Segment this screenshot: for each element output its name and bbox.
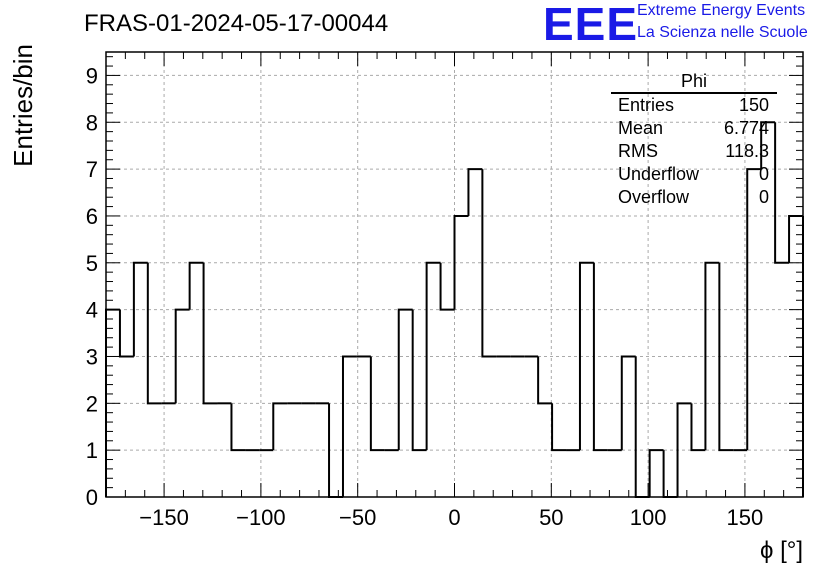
x-tick-label: −100 [236,505,286,530]
y-tick-label: 4 [86,298,98,323]
stats-value: 0 [758,187,769,207]
histogram-bin [411,309,427,452]
x-tick-label: −150 [139,505,189,530]
eee-logo-mark: EEE [543,0,639,50]
histogram-bin [774,122,790,264]
x-tick-label: 50 [539,505,563,530]
histogram-bin [592,262,608,452]
stats-value: 118.3 [725,141,769,161]
x-axis-label: ϕ [°] [760,537,803,564]
stats-label: Entries [618,95,675,115]
stats-row-overflow: Overflow 0 [611,186,777,209]
histogram-bin [174,308,190,404]
stats-box-name: Phi [680,71,707,91]
y-tick-label: 6 [86,204,98,229]
histogram-bin [272,402,288,451]
x-tick-label: 100 [630,505,667,530]
stats-value: 0 [758,164,769,184]
histogram-bin [718,262,734,452]
histogram-bin [425,261,441,451]
histogram-bin [467,168,483,216]
histogram-bin [453,214,469,310]
histogram-bin [704,261,720,451]
histogram-bin [397,308,413,451]
stats-label: Underflow [618,164,700,184]
eee-logo-line2: La Scienza nelle Scuole [637,24,808,41]
histogram-bin [676,402,692,497]
histogram-bin [118,309,134,358]
y-tick-label: 8 [86,110,98,135]
histogram-bin [439,262,455,311]
stats-value: 6.774 [723,118,769,138]
histogram-bin [578,261,594,451]
histogram-bin [369,356,385,452]
histogram-bin [690,403,706,452]
stats-value: 150 [738,95,769,115]
stats-label: RMS [618,141,658,161]
stats-row-rms: RMS 118.3 [611,140,777,163]
histogram-bin [634,356,650,498]
histogram-bin [537,356,553,405]
x-tick-label: 0 [448,505,460,530]
stats-label: Mean [618,118,664,138]
histogram-bin [648,449,664,497]
histogram-bin [551,403,567,452]
eee-logo-line1: Extreme Energy Events [637,2,806,19]
histogram-bin [662,450,678,498]
stats-row-underflow: Underflow 0 [611,163,777,186]
histogram-bin [746,168,762,451]
stats-row-entries: Entries 150 [611,94,777,117]
y-tick-label: 9 [86,63,98,88]
y-tick-label: 2 [86,391,98,416]
histogram-bin [132,261,148,357]
y-tick-label: 0 [86,485,98,510]
y-tick-label: 1 [86,438,98,463]
stats-box-divider [611,92,777,94]
histogram-bin [481,169,497,358]
histogram-bin [788,214,803,263]
histogram-bin [188,261,204,310]
plot-title: FRAS-01-2024-05-17-00044 [84,10,389,37]
histogram-bin [620,355,636,451]
histogram-bin [760,121,776,170]
histogram-bin [146,262,162,405]
y-axis-label: Entries/bin [8,44,38,167]
x-tick-label: 150 [727,505,764,530]
histogram-bin [341,355,357,497]
x-tick-label: −50 [339,505,376,530]
histogram-bin [202,262,218,405]
stats-row-mean: Mean 6.774 [611,117,777,140]
histogram-bin [230,403,246,452]
stats-label: Overflow [618,187,690,207]
y-tick-label: 5 [86,251,98,276]
y-tick-label: 7 [86,157,98,182]
y-tick-label: 3 [86,344,98,369]
stats-box: Phi Entries 150 Mean 6.774 RMS 118.3 Und… [611,71,777,209]
